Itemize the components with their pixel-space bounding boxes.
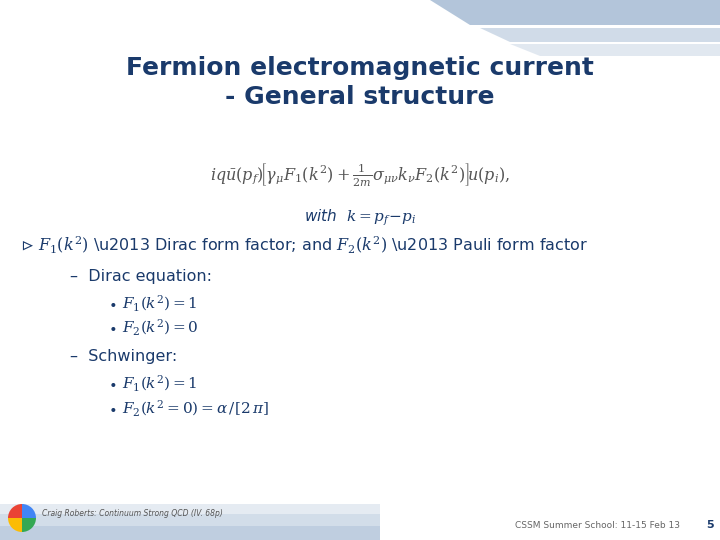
Text: $\bullet$: $\bullet$: [108, 296, 117, 310]
Text: $F_1(k^2) = 1$: $F_1(k^2) = 1$: [122, 293, 197, 313]
Wedge shape: [22, 504, 36, 518]
Polygon shape: [0, 514, 380, 526]
Text: - General structure: - General structure: [225, 85, 495, 109]
Text: $\bullet$: $\bullet$: [108, 320, 117, 334]
Text: $F_1(k^2) = 1$: $F_1(k^2) = 1$: [122, 373, 197, 393]
Wedge shape: [22, 518, 36, 532]
Text: 5: 5: [706, 520, 714, 530]
Text: –  Dirac equation:: – Dirac equation:: [70, 269, 212, 285]
Text: $F_1(k^2)$ \u2013 Dirac form factor; and $F_2(k^2)$ \u2013 Pauli form factor: $F_1(k^2)$ \u2013 Dirac form factor; and…: [38, 234, 588, 255]
Text: with  $k = p_f\!-\!p_i$: with $k = p_f\!-\!p_i$: [304, 208, 416, 228]
Polygon shape: [0, 504, 380, 514]
Text: CSSM Summer School: 11-15 Feb 13: CSSM Summer School: 11-15 Feb 13: [515, 521, 680, 530]
Wedge shape: [8, 504, 22, 518]
Polygon shape: [430, 0, 720, 25]
Text: Fermion electromagnetic current: Fermion electromagnetic current: [126, 56, 594, 80]
Text: –  Schwinger:: – Schwinger:: [70, 349, 177, 364]
Text: $\bullet$: $\bullet$: [108, 376, 117, 390]
Polygon shape: [0, 526, 380, 540]
Polygon shape: [510, 44, 720, 56]
Polygon shape: [480, 28, 720, 42]
Text: Craig Roberts: Continuum Strong QCD (IV. 68p): Craig Roberts: Continuum Strong QCD (IV.…: [42, 510, 223, 518]
Text: $F_2(k^2) = 0$: $F_2(k^2) = 0$: [122, 317, 199, 337]
Text: $iq\bar{u}(p_f)\!\left[\gamma_\mu F_1(k^2) + \frac{1}{2m}\sigma_{\mu\nu}k_\nu F_: $iq\bar{u}(p_f)\!\left[\gamma_\mu F_1(k^…: [210, 161, 510, 188]
Text: $\vartriangleright$: $\vartriangleright$: [18, 236, 34, 254]
Text: $\bullet$: $\bullet$: [108, 401, 117, 415]
Text: $F_2(k^2{=}0) = \alpha\,/[2\,\pi]$: $F_2(k^2{=}0) = \alpha\,/[2\,\pi]$: [122, 398, 269, 418]
Wedge shape: [8, 518, 22, 532]
